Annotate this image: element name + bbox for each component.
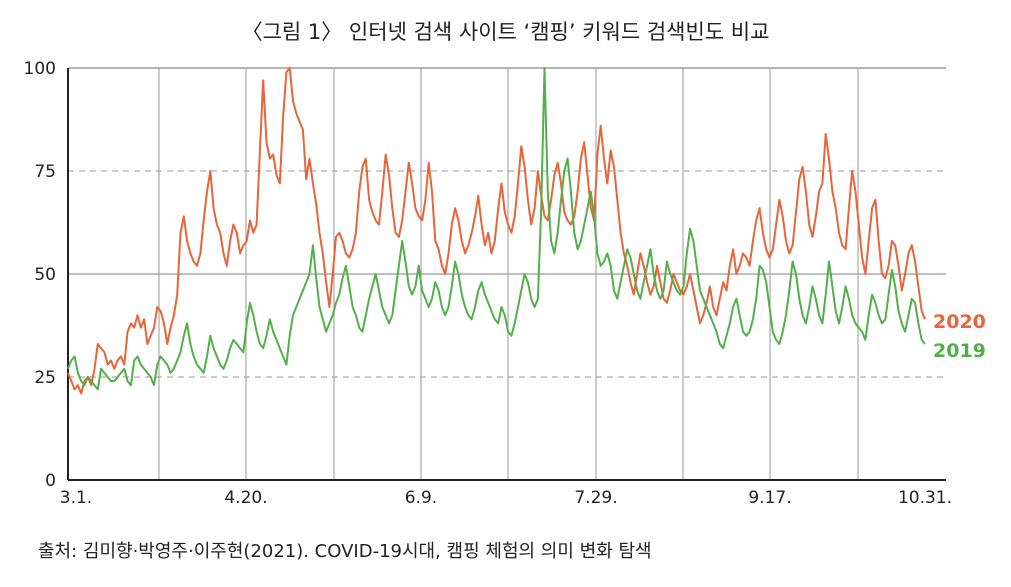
axes	[67, 68, 946, 481]
x-tick-label: 3.1.	[60, 488, 92, 508]
x-tick-label: 7.29.	[574, 488, 617, 508]
y-tick-label: 0	[45, 471, 56, 491]
series	[67, 67, 926, 395]
x-tick-label: 9.17.	[748, 488, 791, 508]
x-tick-label: 10.31.	[898, 488, 952, 508]
y-tick-label: 100	[24, 59, 56, 79]
series-2019	[67, 67, 926, 391]
series-line-2020	[67, 67, 926, 395]
series-2020	[67, 67, 926, 395]
grid	[68, 67, 946, 480]
y-tick-label: 25	[34, 368, 56, 388]
labels: 0 25 50 75 100 3.1. 4.20. 6.9. 7.29. 9.17. 10.31. 2…	[24, 59, 986, 508]
series-label-2020: 2020	[933, 311, 986, 333]
x-tick-label: 6.9.	[405, 488, 437, 508]
chart-title: 〈그림 1〉 인터넷 검색 사이트 ‘캠핑’ 키워드 검색빈도 비교	[241, 20, 770, 44]
y-tick-label: 75	[34, 162, 56, 182]
source-note: 출처: 김미향·박영주·이주현(2021). COVID-19시대, 캠핑 체험…	[38, 541, 652, 562]
x-tick-label: 4.20.	[224, 488, 267, 508]
y-tick-label: 50	[34, 265, 56, 285]
series-line-2019	[67, 67, 926, 391]
series-label-2019: 2019	[933, 340, 986, 362]
